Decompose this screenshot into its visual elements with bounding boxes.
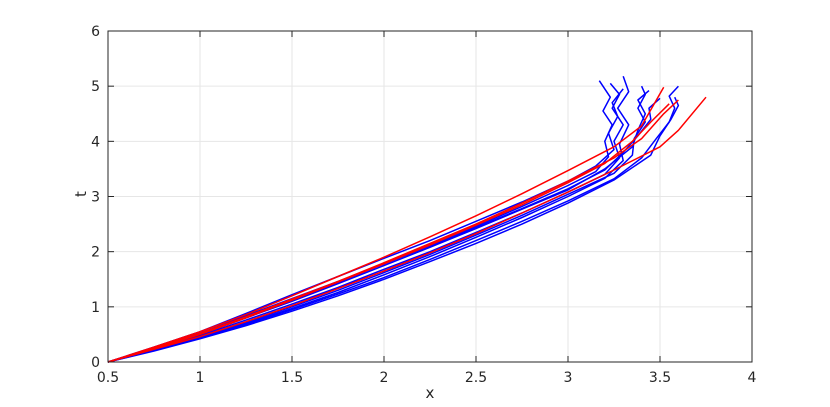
x-tick-label: 4	[748, 370, 757, 386]
y-tick-label: 1	[91, 300, 100, 316]
red-series-line	[107, 103, 670, 363]
blue-series-line	[107, 75, 630, 363]
y-tick-label: 6	[91, 24, 100, 40]
x-tick-label: 1	[196, 370, 205, 386]
y-tick-label: 5	[91, 79, 100, 95]
y-tick-labels: 0 1 2 3 4 5 6	[91, 24, 100, 371]
x-axis-label: x	[426, 384, 435, 402]
y-tick-label: 2	[91, 245, 100, 261]
tick-marks	[107, 30, 753, 363]
red-series-line	[107, 96, 707, 363]
x-tick-label: 2	[380, 370, 389, 386]
x-tick-label: 1.5	[281, 370, 303, 386]
x-tick-label: 3	[564, 370, 573, 386]
plot-area: 0.5 1 1.5 2 2.5 3 3.5 4 0 1 2 3 4 5 6	[91, 24, 756, 386]
y-tick-label: 4	[91, 134, 100, 150]
x-tick-label: 0.5	[97, 370, 119, 386]
y-tick-label: 3	[91, 190, 100, 206]
x-tick-labels: 0.5 1 1.5 2 2.5 3 3.5 4	[97, 370, 757, 386]
y-axis-label: t	[72, 191, 90, 197]
red-series-line	[107, 86, 665, 363]
red-series-line	[107, 99, 679, 363]
x-tick-label: 2.5	[465, 370, 487, 386]
blue-series-line	[107, 96, 680, 363]
x-tick-label: 3.5	[649, 370, 671, 386]
y-tick-label: 0	[91, 355, 100, 371]
series-group	[107, 75, 707, 363]
